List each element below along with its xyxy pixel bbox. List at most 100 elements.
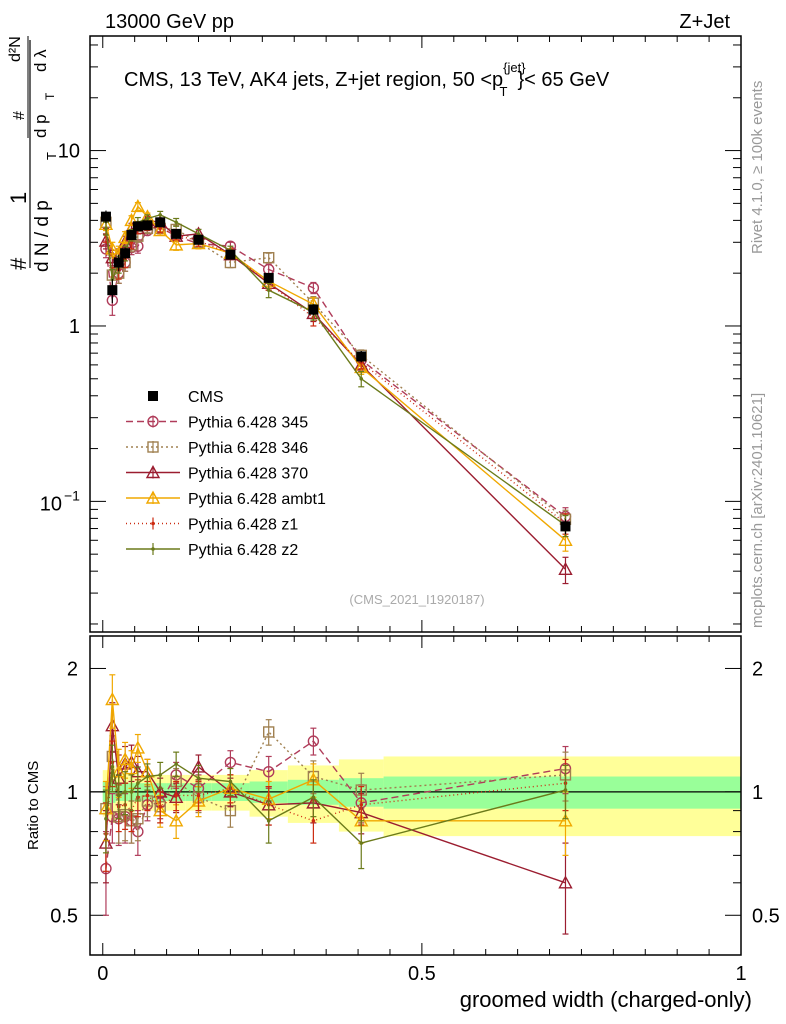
data-point [359,376,364,381]
data-point-cms [263,272,274,283]
svg-text:d²N: d²N [7,36,24,62]
mcplots-label: mcplots.cern.ch [arXiv:2401.10621] [749,393,766,628]
data-point [130,199,146,213]
data-point [145,774,150,779]
data-point [104,226,108,231]
x-axis-label: groomed width (charged-only) [460,987,752,1012]
rivet-label: Rivet 4.1.0, ≥ 100k events [749,81,766,254]
series-pythia-6-428-z2 [102,210,569,538]
legend-label: Pythia 6.428 346 [188,440,308,457]
ratio-y-tick-label-right: 1 [752,782,763,804]
data-point [307,282,320,294]
series-pythia-6-428-346 [100,216,572,531]
data-point [117,751,133,766]
legend: CMS Pythia 6.428 345 Pythia 6.428 346 Pythi… [126,389,326,559]
data-point [105,718,120,732]
data-point-cms [126,230,137,241]
data-point [563,788,568,792]
legend-marker [145,465,161,479]
data-point [110,765,115,769]
svg-text:d λ: d λ [31,49,50,72]
y-tick-label: 1 [69,316,80,338]
data-point [263,765,275,778]
ratio-y-tick-label: 2 [67,658,78,680]
y-tick-label: 10 [40,493,62,515]
main-title: CMS, 13 TeV, AK4 jets, Z+jet region, 50 … [124,60,610,99]
data-point-cms [155,217,166,228]
data-point [196,232,201,236]
uncertainty-band-inner [383,776,741,809]
svg-text:1: 1 [6,192,31,204]
x-tick-label: 0.5 [408,963,436,985]
data-point [158,773,163,777]
data-point [266,288,271,292]
legend-marker [145,490,161,504]
data-point [145,793,150,798]
legend-marker [147,415,159,428]
data-point [359,360,364,365]
series-line [105,205,566,541]
data-point [224,756,237,769]
data-point [174,220,178,225]
data-point [196,793,201,798]
ratio-y-label: Ratio to CMS [25,761,42,850]
data-point-cms [120,248,131,259]
legend-entry: Pythia 6.428 370 [126,465,308,483]
legend-label: Pythia 6.428 ambt1 [188,491,326,508]
data-point [174,762,178,766]
data-point-cms [132,221,143,232]
legend-label: Pythia 6.428 z2 [188,542,298,559]
data-point [104,816,108,821]
data-point [311,819,316,823]
data-point [196,776,201,780]
series-line [105,214,566,526]
data-point [266,819,271,823]
data-point [307,735,320,747]
data-point [130,740,146,754]
legend-entry: Pythia 6.428 345 [126,415,308,432]
data-point [558,875,573,889]
data-point [174,793,178,798]
data-point [359,802,364,807]
data-point [98,233,114,247]
data-point [228,779,233,784]
legend-label: CMS [188,389,224,406]
data-point [311,795,316,800]
data-point [168,237,184,251]
svg-text:d p: d p [31,114,50,138]
series-pythia-6-428-345 [100,221,572,527]
data-point-cms [560,521,571,532]
svg-text:T: T [44,152,59,160]
header-right: Z+Jet [679,11,730,33]
series-line [105,219,566,570]
series-line [105,222,566,520]
data-point [129,790,134,794]
x-tick-label: 1 [735,963,746,985]
legend-marker [151,547,155,551]
ratio-y-tick-label: 0.5 [50,905,78,927]
data-point [558,813,573,827]
data-point-cms [142,220,153,231]
data-point [123,790,127,794]
data-point [158,226,163,231]
data-point [124,761,139,775]
data-point [558,532,573,546]
data-point-cms [225,249,236,260]
legend-label: Pythia 6.428 345 [188,415,308,432]
series-line [105,730,566,822]
data-point-cms [100,211,111,222]
data-point [168,813,184,827]
data-point-cms [356,351,367,362]
ratio-panel: 0 0.5 1 0.5 0.5 1 1 2 2 [50,635,780,985]
analysis-watermark: (CMS_2021_I1920187) [349,592,484,607]
legend-entry: CMS [148,389,224,406]
legend-entry: Pythia 6.428 ambt1 [126,490,326,508]
svg-text:#: # [6,257,31,270]
data-point [124,212,139,227]
x-tick-label: 0 [97,963,108,985]
data-point-cms [113,257,124,268]
ratio-y-tick-label-right: 0.5 [752,905,780,927]
data-point [263,252,275,264]
